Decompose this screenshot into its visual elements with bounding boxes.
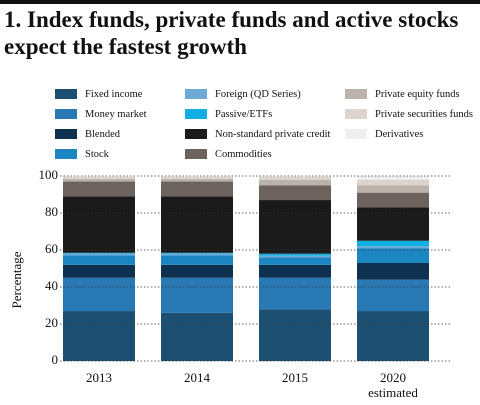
legend-item: Derivatives xyxy=(345,124,475,144)
bar-segment xyxy=(161,253,233,256)
legend-label: Private equity funds xyxy=(375,88,460,100)
legend-label: Money market xyxy=(85,108,147,120)
legend-item: Stock xyxy=(55,144,185,164)
bar-segment xyxy=(63,176,135,179)
legend-item: Commodities xyxy=(185,144,345,164)
bar-segment xyxy=(259,264,331,278)
bar-segment xyxy=(161,312,233,361)
legend-item: Fixed income xyxy=(55,84,185,104)
bar-segment xyxy=(357,311,429,361)
bar-segment xyxy=(63,253,135,256)
bar-segment xyxy=(357,192,429,208)
bar-segment xyxy=(63,311,135,361)
legend-swatch xyxy=(55,129,77,139)
bar-segment xyxy=(259,185,331,201)
y-tick-label: 0 xyxy=(52,352,59,367)
bar-segment xyxy=(161,176,233,177)
bar-segment xyxy=(161,255,233,265)
legend-swatch xyxy=(345,129,367,139)
bar-segment xyxy=(357,279,429,312)
bar-segment xyxy=(357,240,429,247)
legend-item: Foreign (QD Series) xyxy=(185,84,345,104)
chart-title: 1. Index funds, private funds and active… xyxy=(4,7,459,59)
bar-segment xyxy=(259,253,331,256)
legend-item: Passive/ETFs xyxy=(185,104,345,124)
legend-label: Non-standard private credit xyxy=(215,128,331,140)
legend-item: Private securities funds xyxy=(345,104,475,124)
bar-segment xyxy=(259,176,331,180)
bar-segment xyxy=(63,255,135,265)
bar-segment xyxy=(161,178,233,182)
bar-segment xyxy=(63,181,135,197)
bar-segment xyxy=(161,277,233,313)
y-tick-label: 60 xyxy=(45,241,58,256)
bar-segment xyxy=(63,176,135,177)
legend-label: Stock xyxy=(85,148,109,160)
x-tick-label: 2020 estimated xyxy=(368,370,418,400)
top-rule xyxy=(0,0,480,4)
x-tick-label: 2015 xyxy=(282,370,308,385)
bar-segment xyxy=(357,207,429,241)
bar-segment xyxy=(63,196,135,253)
y-tick-label: 20 xyxy=(45,315,58,330)
bar-segment xyxy=(357,262,429,280)
bar-segment xyxy=(259,179,331,186)
legend-swatch xyxy=(55,89,77,99)
legend-swatch xyxy=(55,109,77,119)
legend-swatch xyxy=(185,149,207,159)
bar-segment xyxy=(357,185,429,193)
y-tick-label: 100 xyxy=(39,167,59,182)
bar-segment xyxy=(161,181,233,197)
bar-segment xyxy=(63,252,135,254)
bar-segment xyxy=(161,196,233,253)
legend-label: Private securities funds xyxy=(375,108,473,120)
legend-swatch xyxy=(185,89,207,99)
bar-segment xyxy=(63,178,135,182)
bar-segment xyxy=(357,179,429,186)
bar-segment xyxy=(63,264,135,278)
y-tick-label: 40 xyxy=(45,278,58,293)
y-tick-label: 80 xyxy=(45,204,58,219)
legend-item: Non-standard private credit xyxy=(185,124,345,144)
bar-segment xyxy=(259,176,331,177)
legend-label: Passive/ETFs xyxy=(215,108,273,120)
bar-segment xyxy=(259,309,331,361)
legend-label: Derivatives xyxy=(375,128,424,140)
bar-segment xyxy=(161,264,233,278)
legend-item: Private equity funds xyxy=(345,84,475,104)
legend-swatch xyxy=(185,109,207,119)
bar-segment xyxy=(357,176,429,180)
legend-item: Money market xyxy=(55,104,185,124)
bar-segment xyxy=(161,176,233,179)
legend-label: Foreign (QD Series) xyxy=(215,88,301,100)
legend-label: Blended xyxy=(85,128,120,140)
legend-swatch xyxy=(55,149,77,159)
bar-segment xyxy=(259,257,331,265)
legend: Fixed income Money market Blended Stock Fore… xyxy=(55,84,475,164)
legend-label: Fixed income xyxy=(85,88,143,100)
bar-segment xyxy=(357,246,429,249)
legend-swatch xyxy=(185,129,207,139)
legend-swatch xyxy=(345,109,367,119)
bar-segment xyxy=(259,255,331,258)
bar-segment xyxy=(161,252,233,254)
bar-segment xyxy=(259,277,331,310)
bar-segment xyxy=(259,200,331,254)
x-tick-label: 2013 xyxy=(86,370,112,385)
legend-item: Blended xyxy=(55,124,185,144)
bar-segment xyxy=(63,277,135,312)
legend-label: Commodities xyxy=(215,148,272,160)
x-tick-label: 2014 xyxy=(184,370,210,385)
bar-segment xyxy=(357,248,429,263)
y-axis-label: Percentage xyxy=(9,251,24,308)
legend-swatch xyxy=(345,89,367,99)
